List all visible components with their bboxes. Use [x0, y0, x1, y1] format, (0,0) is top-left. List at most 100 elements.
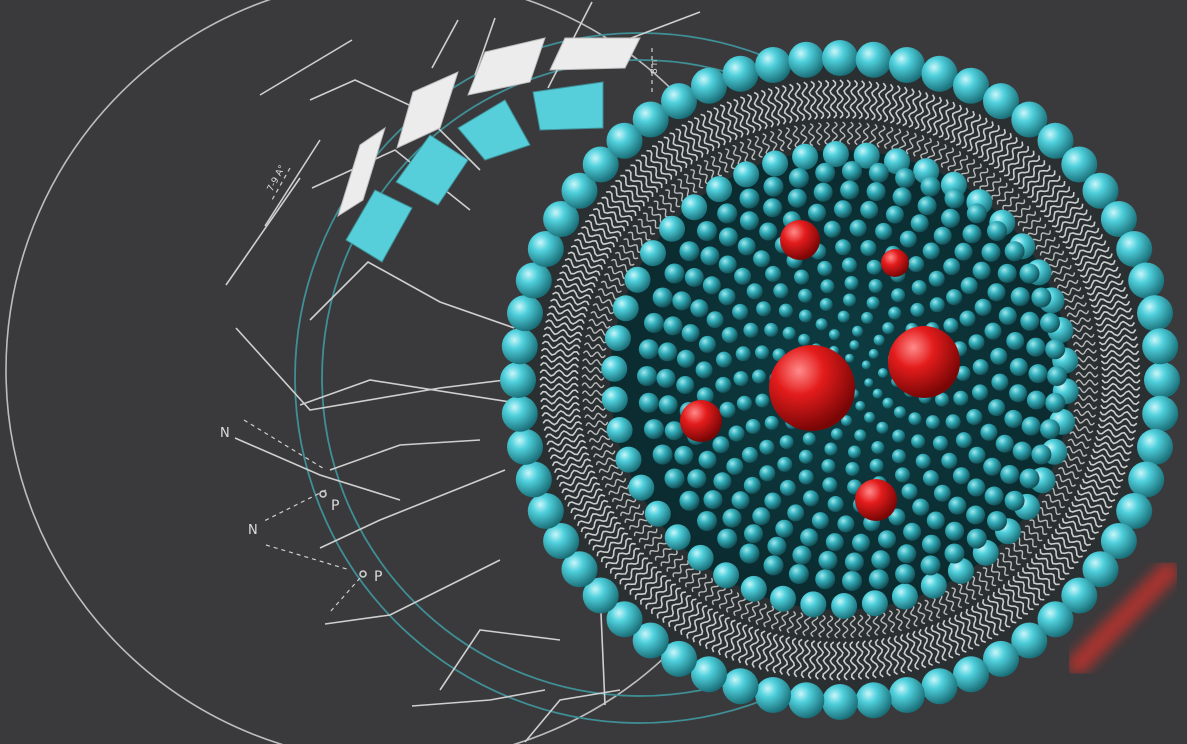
lipid-head: [501, 395, 538, 432]
lipid-tail: [981, 599, 1005, 632]
core-sphere: [787, 188, 807, 208]
lipid-tail: [1018, 160, 1046, 189]
lipid-tail: [1062, 221, 1096, 244]
core-sphere: [719, 401, 736, 418]
core-sphere: [726, 457, 744, 475]
core-sphere: [792, 545, 812, 565]
lipid-tail: [992, 591, 1017, 624]
lipid-tail: [868, 639, 879, 679]
lipid-tail: [1067, 438, 1090, 449]
lipid-tail: [909, 604, 918, 627]
core-sphere: [753, 250, 771, 268]
lipid-tail: [1061, 518, 1095, 540]
lipid-tail: [638, 528, 658, 543]
lipid-tail: [593, 449, 616, 458]
core-sphere: [788, 564, 809, 584]
lipid-tail: [961, 114, 982, 149]
lipid-tail: [629, 516, 649, 530]
lipid-head: [527, 493, 564, 529]
core-sphere: [955, 432, 972, 449]
lipid-tail: [677, 178, 692, 198]
outer-head-blocks: [337, 37, 641, 218]
lipid-tail: [663, 136, 688, 169]
core-sphere: [925, 415, 940, 430]
core-sphere: [897, 544, 917, 564]
lipid-tail: [700, 113, 721, 149]
lipid-tail: [540, 402, 580, 412]
label-n2: N: [248, 523, 258, 538]
lipid-tail: [895, 608, 903, 632]
lipid-tail: [780, 84, 793, 124]
lipid-tail: [675, 128, 699, 161]
lipid-tail: [543, 326, 583, 338]
lipid-tail: [703, 160, 716, 181]
core-sphere: [895, 467, 910, 483]
core-sphere: [798, 288, 813, 303]
lipid-head: [1116, 493, 1153, 529]
lipid-head: [888, 677, 925, 713]
core-sphere: [637, 366, 657, 386]
core-sphere: [871, 550, 891, 570]
lipid-tail: [641, 154, 668, 184]
core-sphere: [759, 439, 775, 455]
cargo-sphere-bottom: [855, 479, 897, 521]
lipid-head: [582, 577, 619, 614]
core-sphere: [820, 279, 835, 294]
lipid-tail: [960, 159, 976, 179]
lipid-tail: [542, 414, 582, 426]
core-sphere: [941, 208, 960, 228]
core-sphere: [674, 445, 694, 465]
core-sphere: [696, 387, 714, 405]
core-sphere: [835, 239, 852, 256]
core-sphere: [944, 188, 965, 209]
core-sphere: [739, 543, 760, 564]
lipid-tail: [1027, 223, 1047, 238]
lipid-tail: [539, 382, 579, 391]
core-sphere: [798, 333, 811, 346]
lipid-tail: [887, 636, 900, 676]
label-n1: N: [220, 426, 230, 441]
lipid-tail: [1073, 409, 1097, 418]
lipid-tail: [1017, 211, 1037, 226]
lipid-tail: [737, 626, 754, 664]
core-sphere: [933, 484, 951, 502]
lipid-tail: [966, 163, 982, 183]
lipid-tail: [680, 601, 702, 635]
lipid-tail: [794, 82, 806, 122]
core-sphere: [987, 511, 1007, 531]
core-sphere: [821, 459, 836, 473]
lipid-tail: [612, 491, 633, 503]
lipid-tail: [581, 366, 605, 374]
core-sphere: [695, 361, 713, 379]
lipid-tail: [891, 128, 902, 151]
core-sphere: [1045, 392, 1066, 413]
lipid-tail: [1086, 280, 1124, 296]
lipid-head: [632, 622, 669, 659]
core-sphere: [991, 373, 1009, 391]
lipid-tail: [672, 560, 689, 578]
lipid-head: [640, 240, 666, 267]
lipid-tail: [751, 630, 766, 668]
core-sphere: [984, 322, 1002, 340]
lipid-tail: [673, 598, 697, 632]
core-sphere: [941, 452, 958, 469]
lipid-tail: [753, 91, 768, 130]
lipid-tail: [874, 638, 886, 678]
core-sphere: [861, 360, 871, 370]
lipid-tail: [577, 505, 612, 527]
lipid-tail: [1037, 506, 1057, 522]
lipid-head: [822, 40, 858, 76]
core-sphere: [779, 435, 794, 450]
core-sphere: [987, 283, 1006, 302]
lipid-head: [891, 583, 918, 610]
lipid-tail: [993, 137, 1018, 169]
lipid-tail: [997, 588, 1023, 620]
core-sphere: [722, 508, 742, 528]
lipid-tail: [556, 277, 594, 294]
core-sphere: [960, 277, 978, 295]
lipid-tail: [581, 389, 605, 397]
lipid-head: [755, 47, 792, 83]
core-sphere: [690, 299, 709, 318]
lipid-head: [501, 328, 538, 365]
lipid-tail: [987, 595, 1011, 628]
